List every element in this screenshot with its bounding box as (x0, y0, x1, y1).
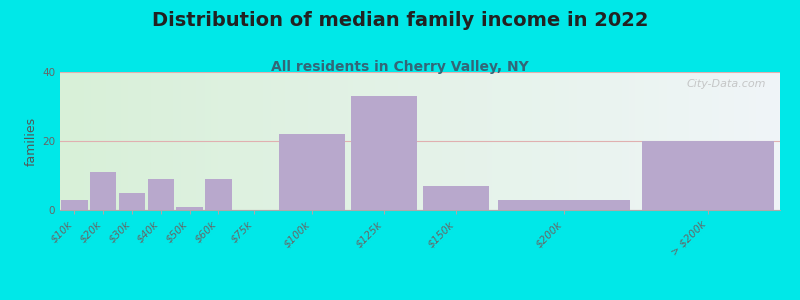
Bar (642, 141, 774, 210)
Bar (423, 186, 489, 210)
Bar (147, 179, 174, 210)
Text: City-Data.com: City-Data.com (686, 79, 766, 89)
Text: All residents in Cherry Valley, NY: All residents in Cherry Valley, NY (271, 60, 529, 74)
Bar (351, 96, 417, 210)
Bar (176, 206, 203, 210)
Bar (61, 200, 88, 210)
Y-axis label: families: families (25, 116, 38, 166)
Bar (279, 134, 345, 210)
Text: Distribution of median family income in 2022: Distribution of median family income in … (152, 11, 648, 29)
Bar (90, 172, 117, 210)
Bar (205, 179, 232, 210)
Bar (118, 193, 146, 210)
Bar (498, 200, 630, 210)
